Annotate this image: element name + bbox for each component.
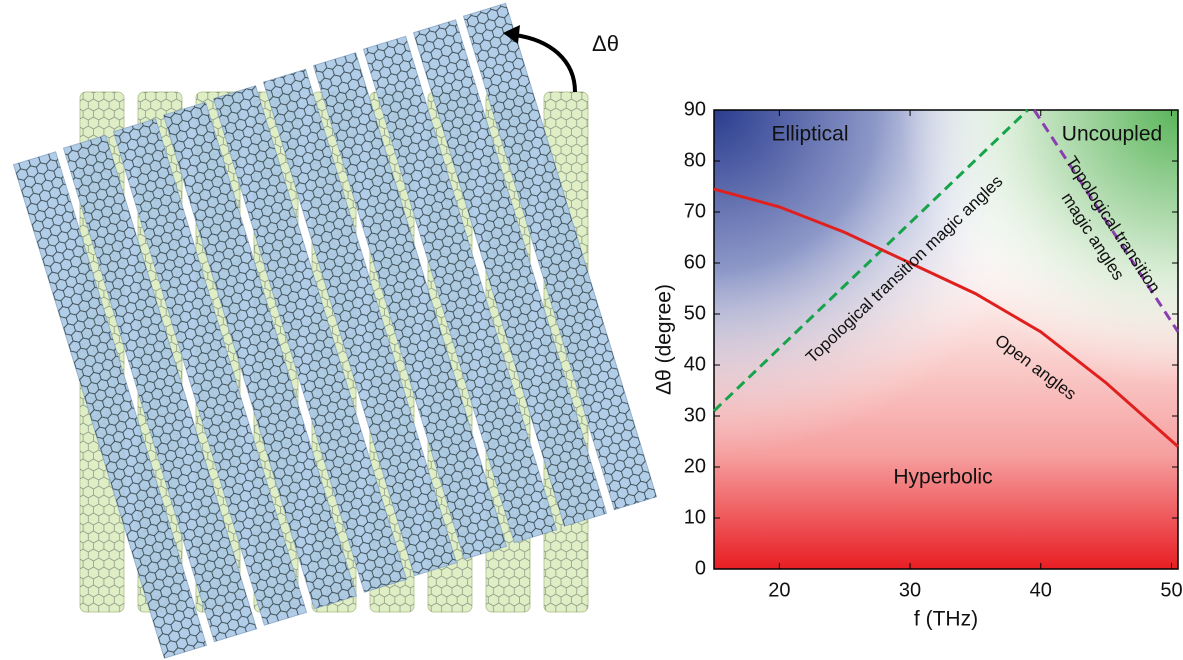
y-tick-label: 90 bbox=[684, 98, 706, 120]
bg-green bbox=[714, 110, 1178, 569]
x-tick-label: 30 bbox=[899, 579, 921, 601]
plot: 20 30 40 50 0 10 20 30 40 50 60 70 80 90 f (THz) Δθ (de… bbox=[653, 98, 1183, 630]
region-label: Elliptical bbox=[771, 123, 848, 146]
x-tick-label: 20 bbox=[768, 579, 790, 601]
x-axis-label: f (THz) bbox=[914, 608, 978, 631]
y-tick-label: 40 bbox=[684, 353, 706, 375]
region-label: Uncoupled bbox=[1062, 123, 1162, 146]
y-tick-label: 0 bbox=[695, 557, 706, 579]
x-tick-label: 40 bbox=[1030, 579, 1052, 601]
region-label: Hyperbolic bbox=[893, 466, 992, 489]
y-tick-label: 60 bbox=[684, 251, 706, 273]
x-tick-label: 50 bbox=[1160, 579, 1182, 601]
y-tick-label: 20 bbox=[684, 455, 706, 477]
figure: Δθ 20 30 40 50 0 10 20 30 40 50 60 70 80 90 f (THz) Δθ … bbox=[0, 0, 1183, 660]
y-axis-label: Δθ (degree) bbox=[653, 284, 676, 395]
y-tick-label: 30 bbox=[684, 404, 706, 426]
y-tick-label: 50 bbox=[684, 302, 706, 324]
y-tick-label: 10 bbox=[684, 506, 706, 528]
twist-label: Δθ bbox=[592, 31, 619, 56]
graphene-illustration bbox=[14, 3, 657, 658]
y-tick-label: 70 bbox=[684, 200, 706, 222]
y-tick-label: 80 bbox=[684, 149, 706, 171]
